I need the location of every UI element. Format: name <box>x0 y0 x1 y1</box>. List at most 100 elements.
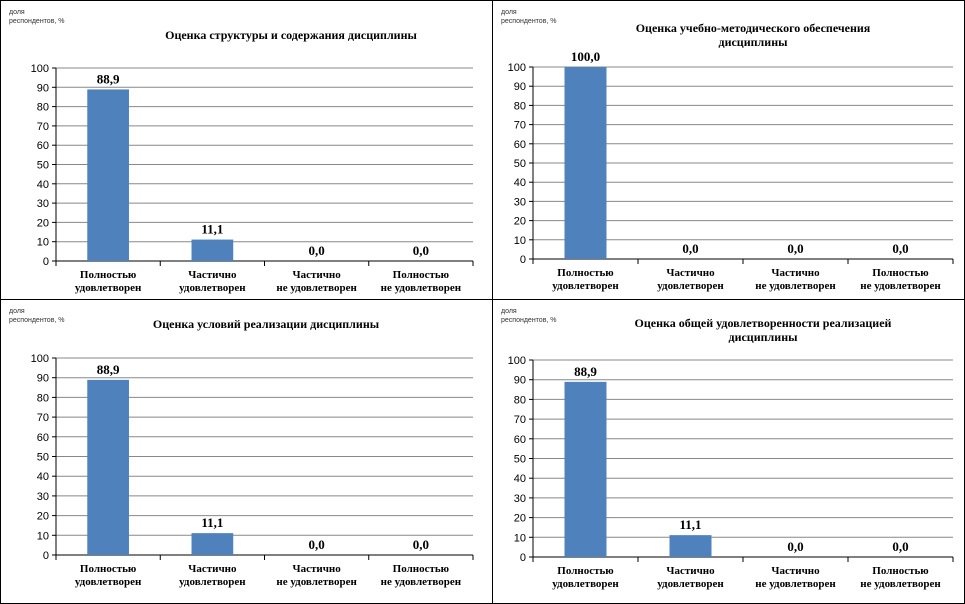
y-tick-label: 0 <box>43 256 49 268</box>
category-label: не удовлетворен <box>860 578 941 590</box>
category-label: удовлетворен <box>552 578 619 590</box>
chart-title-line-1: Оценка условий реализации дисциплины <box>152 317 380 331</box>
category-label: Полностью <box>393 269 449 281</box>
y-tick-label: 40 <box>514 473 526 485</box>
chart-title: Оценка условий реализации дисциплины <box>81 317 451 331</box>
y-tick-label: 70 <box>37 121 49 133</box>
y-tick-label: 0 <box>43 550 49 562</box>
category-label: Полностью <box>80 563 136 575</box>
category-label: Частично <box>771 565 820 577</box>
y-tick-label: 100 <box>31 353 49 365</box>
category-label: Полностью <box>872 267 928 279</box>
category-label: не удовлетворен <box>755 578 836 590</box>
chart-title-line-1: Оценка общей удовлетворенности реализаци… <box>634 316 892 330</box>
category-label: не удовлетворен <box>276 576 357 588</box>
data-label: 0,0 <box>413 537 429 552</box>
data-label: 11,1 <box>201 222 223 237</box>
y-unit-label: доля респондентов, % <box>9 8 109 26</box>
y-tick-label: 80 <box>37 102 49 114</box>
data-label: 11,1 <box>679 517 701 532</box>
category-label: Частично <box>666 565 715 577</box>
data-label: 0,0 <box>413 243 429 258</box>
category-label: удовлетворен <box>179 576 246 588</box>
y-tick-label: 70 <box>514 414 526 426</box>
y-unit-line-2: респондентов, % <box>501 317 557 324</box>
category-label: не удовлетворен <box>276 282 357 294</box>
bar <box>191 533 234 555</box>
y-tick-label: 50 <box>37 160 49 172</box>
category-label: удовлетворен <box>75 282 142 294</box>
y-tick-label: 20 <box>514 513 526 525</box>
y-tick-label: 40 <box>37 179 49 191</box>
bar <box>87 379 129 555</box>
chart-title-line-2: дисциплины <box>728 330 798 344</box>
y-tick-label: 90 <box>37 373 49 385</box>
category-label: не удовлетворен <box>755 280 836 292</box>
y-tick-label: 90 <box>514 81 526 93</box>
bar <box>669 535 712 557</box>
y-tick-label: 50 <box>37 452 49 464</box>
y-tick-label: 50 <box>514 158 526 170</box>
data-label: 0,0 <box>309 243 325 258</box>
y-tick-label: 100 <box>508 355 526 367</box>
category-label: Полностью <box>557 565 613 577</box>
chart-svg: 010203040506070809010088,9Полностьюудовл… <box>508 355 954 590</box>
data-label: 0,0 <box>892 539 908 554</box>
y-tick-label: 20 <box>514 216 526 228</box>
data-label: 88,9 <box>574 364 597 379</box>
data-label: 11,1 <box>201 515 223 530</box>
chart-title-line-1: Оценка учебно-методического обеспечения <box>635 21 871 35</box>
y-unit-line-1: доля <box>9 308 25 315</box>
data-label: 88,9 <box>97 71 120 86</box>
y-unit-label: доля респондентов, % <box>9 307 109 325</box>
bar <box>564 381 607 557</box>
y-tick-label: 80 <box>514 394 526 406</box>
y-tick-label: 80 <box>37 392 49 404</box>
y-tick-label: 70 <box>514 120 526 132</box>
chart-svg: 0 10 20 30 40 50 60 70 80 90 100 88,9 Полностью удовл… <box>31 353 474 588</box>
y-unit-line-1: доля <box>9 9 25 16</box>
y-tick-label: 10 <box>37 237 49 249</box>
y-tick-label: 50 <box>514 454 526 466</box>
y-tick-label: 70 <box>37 412 49 424</box>
y-tick-label: 60 <box>37 432 49 444</box>
y-tick-label: 40 <box>514 177 526 189</box>
category-label: удовлетворен <box>657 578 724 590</box>
y-tick-label: 100 <box>31 63 49 75</box>
category-label: не удовлетворен <box>860 280 941 292</box>
chart-svg: 010203040506070809010088,9Полностьюудовл… <box>31 63 474 294</box>
category-label: Частично <box>666 267 715 279</box>
category-label: Полностью <box>393 563 449 575</box>
y-tick-label: 10 <box>514 235 526 247</box>
y-unit-line-2: респондентов, % <box>9 317 65 324</box>
category-label: не удовлетворен <box>381 282 462 294</box>
y-unit-line-1: доля <box>501 308 517 315</box>
y-tick-label: 100 <box>508 62 526 74</box>
y-tick-label: 20 <box>37 511 49 523</box>
chart-title: Оценка структуры и содержания дисциплины <box>101 28 481 42</box>
chart-title-line-1: Оценка структуры и содержания дисциплины <box>165 28 417 42</box>
chart-panel-1: доля респондентов, % Оценка структуры и со… <box>0 0 493 300</box>
chart-svg: 0102030405060708090100100,0Полностьюудов… <box>508 49 954 292</box>
bar <box>87 89 129 261</box>
data-label: 100,0 <box>571 49 600 64</box>
y-unit-label: доля респондентов, % <box>501 8 601 26</box>
y-tick-label: 20 <box>37 217 49 229</box>
bar <box>191 239 234 261</box>
y-tick-label: 10 <box>514 532 526 544</box>
chart-panel-4: доля респондентов, % Оценка общей удовлетв… <box>492 299 965 604</box>
chart-title-line-2: дисциплины <box>718 35 788 49</box>
category-label: Частично <box>188 269 237 281</box>
y-tick-label: 60 <box>37 140 49 152</box>
data-label: 0,0 <box>787 539 803 554</box>
y-tick-label: 60 <box>514 139 526 151</box>
y-tick-label: 40 <box>37 471 49 483</box>
y-tick-label: 10 <box>37 530 49 542</box>
y-unit-line-1: доля <box>501 9 517 16</box>
category-label: Полностью <box>557 267 613 279</box>
data-label: 88,9 <box>97 362 120 377</box>
category-label: Полностью <box>872 565 928 577</box>
data-label: 0,0 <box>787 241 803 256</box>
y-tick-label: 30 <box>37 491 49 503</box>
